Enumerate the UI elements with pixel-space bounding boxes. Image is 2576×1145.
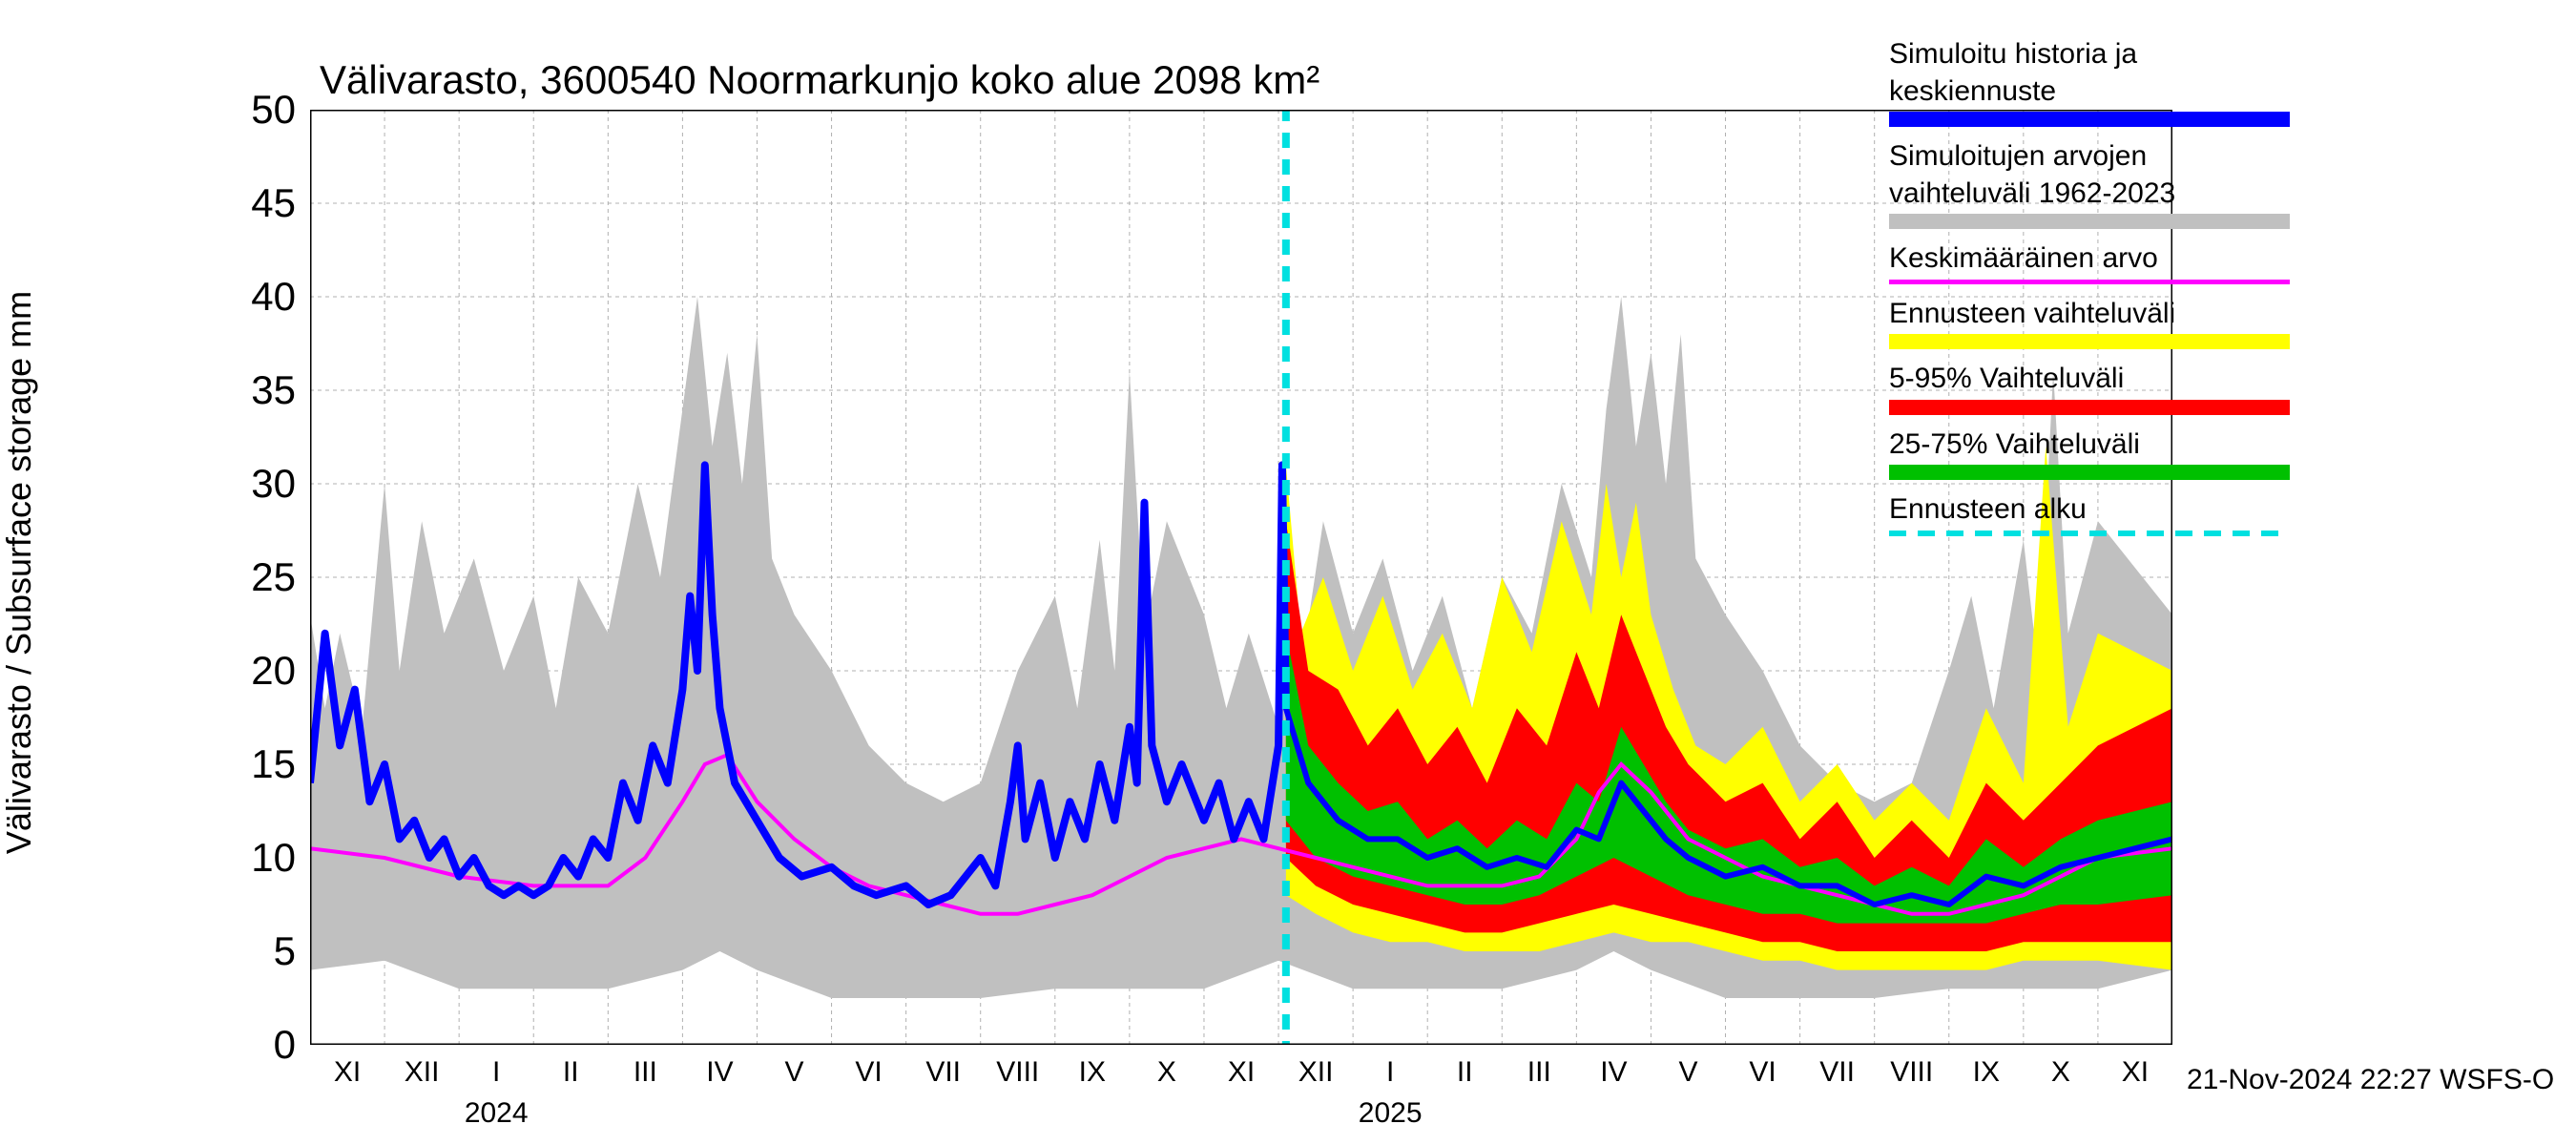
figure: Välivarasto / Subsurface storage mm Väli…	[0, 0, 2576, 1145]
x-tick-label: VI	[855, 1056, 882, 1089]
legend-entry: 5-95% Vaihteluväli	[1889, 363, 2290, 415]
legend-label: Keskimääräinen arvo	[1889, 242, 2290, 276]
x-tick-label: IV	[1600, 1056, 1627, 1089]
y-tick-label: 30	[251, 461, 296, 507]
x-tick-label: X	[1157, 1056, 1176, 1089]
legend-entry: Simuloitujen arvojenvaihteluväli 1962-20…	[1889, 140, 2290, 229]
x-tick-label: II	[1457, 1056, 1473, 1089]
legend-entry: Ennusteen alku	[1889, 493, 2290, 536]
x-tick-label: VII	[925, 1056, 961, 1089]
x-tick-label: IX	[1079, 1056, 1106, 1089]
legend-label: Ennusteen vaihteluväli	[1889, 298, 2290, 331]
legend-label: 25-75% Vaihteluväli	[1889, 428, 2290, 462]
legend-label: Simuloitujen arvojen	[1889, 140, 2290, 174]
legend-swatch	[1889, 214, 2290, 229]
legend-label: vaihteluväli 1962-2023	[1889, 177, 2290, 211]
x-tick-label: II	[563, 1056, 579, 1089]
x-tick-label: XII	[1298, 1056, 1334, 1089]
y-axis-label: Välivarasto / Subsurface storage mm	[0, 291, 39, 854]
legend-label: keskiennuste	[1889, 75, 2290, 109]
legend-swatch	[1889, 465, 2290, 480]
x-tick-label: XII	[405, 1056, 440, 1089]
y-tick-label: 0	[274, 1022, 296, 1068]
y-tick-label: 20	[251, 648, 296, 694]
legend-entry: 25-75% Vaihteluväli	[1889, 428, 2290, 481]
x-tick-label: V	[1678, 1056, 1697, 1089]
y-tick-label: 45	[251, 180, 296, 226]
y-tick-label: 10	[251, 835, 296, 881]
x-tick-label: VI	[1749, 1056, 1776, 1089]
legend-label: Simuloitu historia ja	[1889, 38, 2290, 72]
y-tick-label: 5	[274, 928, 296, 974]
year-label: 2025	[1359, 1097, 1423, 1130]
y-tick-label: 35	[251, 367, 296, 413]
legend-label: 5-95% Vaihteluväli	[1889, 363, 2290, 396]
x-tick-label: V	[785, 1056, 804, 1089]
legend-entry: Keskimääräinen arvo	[1889, 242, 2290, 284]
y-tick-label: 25	[251, 554, 296, 600]
y-tick-label: 50	[251, 87, 296, 133]
x-tick-label: VII	[1819, 1056, 1855, 1089]
x-tick-label: I	[492, 1056, 500, 1089]
x-tick-label: IX	[1973, 1056, 2000, 1089]
legend-swatch	[1889, 334, 2290, 349]
legend-swatch	[1889, 280, 2290, 284]
x-tick-label: I	[1386, 1056, 1394, 1089]
x-tick-label: XI	[2122, 1056, 2149, 1089]
legend-entry: Simuloitu historia jakeskiennuste	[1889, 38, 2290, 127]
legend-swatch	[1889, 112, 2290, 127]
x-tick-label: IV	[706, 1056, 733, 1089]
legend-swatch	[1889, 400, 2290, 415]
chart-title: Välivarasto, 3600540 Noormarkunjo koko a…	[320, 57, 1319, 103]
x-tick-label: XI	[334, 1056, 361, 1089]
x-tick-label: X	[2051, 1056, 2070, 1089]
year-label: 2024	[465, 1097, 529, 1130]
y-tick-label: 15	[251, 741, 296, 787]
x-tick-label: VIII	[1890, 1056, 1933, 1089]
legend-swatch	[1889, 531, 2290, 536]
y-tick-label: 40	[251, 274, 296, 320]
footer-timestamp: 21-Nov-2024 22:27 WSFS-O	[2187, 1064, 2554, 1096]
legend-label: Ennusteen alku	[1889, 493, 2290, 527]
x-tick-label: III	[634, 1056, 657, 1089]
legend: Simuloitu historia jakeskiennusteSimuloi…	[1889, 38, 2290, 550]
x-tick-label: XI	[1228, 1056, 1255, 1089]
x-tick-label: VIII	[996, 1056, 1039, 1089]
legend-entry: Ennusteen vaihteluväli	[1889, 298, 2290, 350]
x-tick-label: III	[1527, 1056, 1551, 1089]
